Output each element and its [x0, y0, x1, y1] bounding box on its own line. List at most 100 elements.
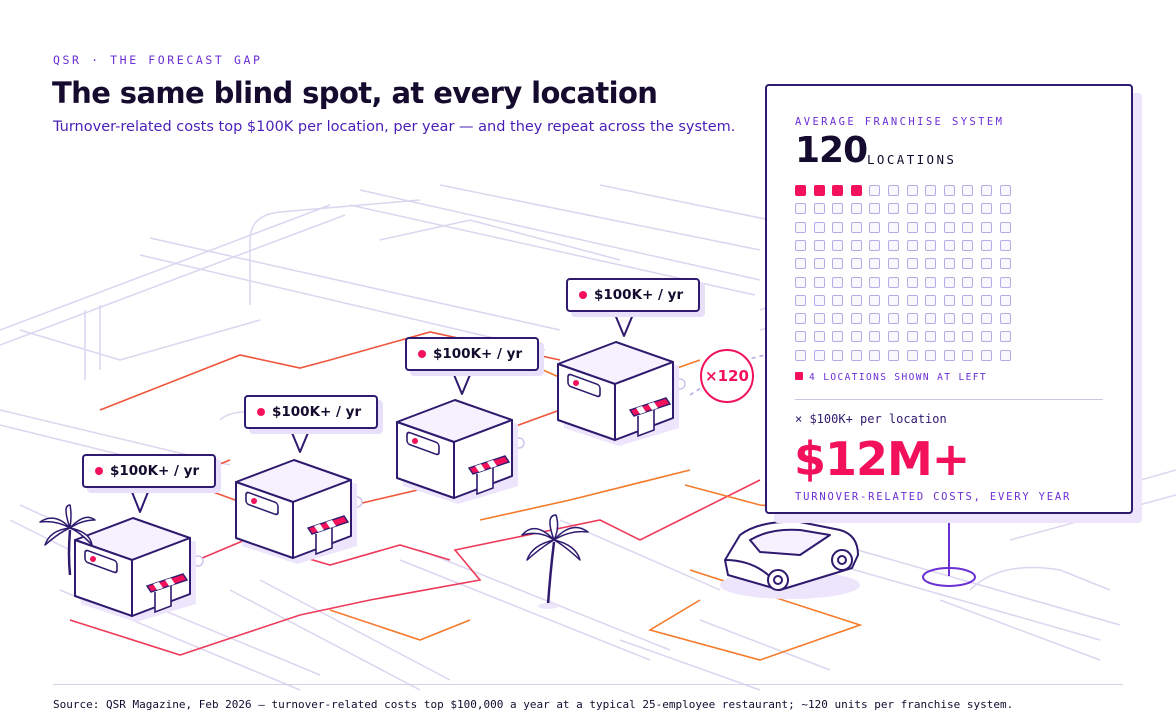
location-cell: [813, 276, 825, 288]
location-cell: [943, 203, 955, 215]
location-cell: [962, 276, 974, 288]
location-cell: [869, 203, 881, 215]
cost-callout-label: $100K+ / yr: [433, 346, 523, 362]
location-cell: [981, 313, 992, 325]
location-cell: [888, 349, 899, 361]
location-cell: [999, 331, 1011, 343]
location-count-unit: LOCATIONS: [867, 152, 957, 167]
grid-legend: 4 LOCATIONS SHOWN AT LEFT: [795, 372, 987, 383]
location-cell: [906, 185, 918, 196]
location-cell: [832, 203, 844, 215]
location-cell: [869, 239, 881, 251]
location-cell: [869, 276, 881, 288]
location-cell: [962, 258, 974, 270]
location-cell: [850, 331, 862, 343]
location-cell: [981, 185, 992, 196]
location-cell: [813, 221, 825, 233]
location-cell-highlighted: [850, 185, 862, 196]
page-title: The same blind spot, at every location: [52, 76, 658, 110]
franchise-summary-panel: AVERAGE FRANCHISE SYSTEM 120 LOCATIONS 4…: [765, 84, 1133, 514]
location-cell: [813, 313, 825, 325]
location-cell: [906, 331, 918, 343]
multiplier-badge: ×120: [700, 349, 754, 403]
location-cell: [795, 203, 806, 215]
source-note: Source: QSR Magazine, Feb 2026 — turnove…: [53, 698, 1014, 711]
location-cell: [906, 203, 918, 215]
location-cell: [925, 313, 937, 325]
location-cell: [999, 221, 1011, 233]
page-subtitle: Turnover-related costs top $100K per loc…: [53, 119, 736, 135]
panel-divider: [795, 399, 1103, 400]
location-cell: [832, 276, 844, 288]
location-cell: [999, 313, 1011, 325]
signpost-icon: [922, 514, 976, 587]
cost-callout-label: $100K+ / yr: [272, 404, 362, 420]
legend-swatch-icon: [795, 372, 803, 380]
grid-legend-label: 4 LOCATIONS SHOWN AT LEFT: [809, 372, 987, 383]
location-cell: [795, 349, 806, 361]
location-cell: [795, 331, 806, 343]
location-cell: [943, 185, 955, 196]
location-cell: [869, 185, 881, 196]
location-cell: [999, 276, 1011, 288]
store-2: [235, 459, 357, 564]
location-cell: [943, 313, 955, 325]
location-cell: [813, 294, 825, 306]
location-cell: [962, 349, 974, 361]
location-cell: [943, 239, 955, 251]
location-cell: [832, 239, 844, 251]
location-cell: [925, 239, 937, 251]
location-cell: [962, 185, 974, 196]
location-cell: [943, 349, 955, 361]
location-cell: [850, 258, 862, 270]
marker-dot-icon: [257, 408, 265, 416]
location-cell: [906, 313, 918, 325]
location-cell: [832, 313, 844, 325]
location-cell: [999, 294, 1011, 306]
kicker: QSR · THE FORECAST GAP: [53, 53, 263, 67]
location-cell: [999, 203, 1011, 215]
location-cell: [925, 221, 937, 233]
location-cell: [906, 276, 918, 288]
location-cell: [869, 349, 881, 361]
location-cell: [832, 294, 844, 306]
location-cell: [981, 221, 992, 233]
location-count: 120: [795, 130, 868, 171]
location-cell: [906, 258, 918, 270]
location-cell: [832, 258, 844, 270]
location-cell-highlighted: [813, 185, 825, 196]
location-cell: [869, 258, 881, 270]
marker-dot-icon: [579, 291, 587, 299]
cost-callout: $100K+ / yr: [244, 395, 378, 429]
location-cell: [962, 203, 974, 215]
location-cell: [906, 221, 918, 233]
location-cell: [869, 221, 881, 233]
location-cell: [869, 313, 881, 325]
location-cell: [906, 294, 918, 306]
location-cell-highlighted: [832, 185, 844, 196]
palm-tree-icon: [39, 504, 96, 576]
location-cell: [850, 276, 862, 288]
location-cell: [869, 294, 881, 306]
total-cost: $12M+: [794, 432, 970, 486]
location-cell: [981, 203, 992, 215]
location-cell: [943, 331, 955, 343]
store-3: [396, 399, 518, 504]
location-cell: [943, 221, 955, 233]
location-cell: [981, 294, 992, 306]
location-cell: [850, 239, 862, 251]
location-cell-highlighted: [795, 185, 806, 196]
location-cell: [888, 203, 899, 215]
location-cell: [906, 239, 918, 251]
location-cell: [888, 258, 899, 270]
location-cell: [795, 258, 806, 270]
location-cell: [999, 349, 1011, 361]
location-cell: [962, 313, 974, 325]
store-1: [74, 517, 196, 622]
location-cell: [813, 258, 825, 270]
location-cell: [925, 276, 937, 288]
location-cell: [888, 331, 899, 343]
location-cell: [832, 221, 844, 233]
location-cell: [888, 185, 899, 196]
location-cell: [813, 239, 825, 251]
